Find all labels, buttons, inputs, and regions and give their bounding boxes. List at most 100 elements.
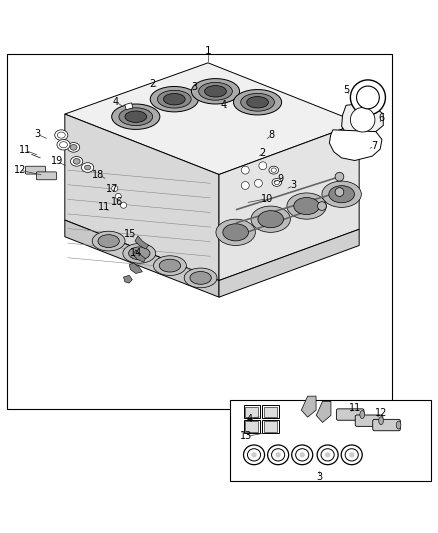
- Text: 18: 18: [92, 169, 105, 180]
- Circle shape: [120, 202, 127, 208]
- Bar: [244, 420, 260, 433]
- Ellipse shape: [300, 452, 305, 457]
- Text: 12: 12: [14, 165, 26, 175]
- FancyBboxPatch shape: [36, 172, 57, 180]
- Polygon shape: [316, 401, 331, 423]
- Ellipse shape: [240, 93, 274, 111]
- Text: 3: 3: [317, 472, 323, 482]
- Ellipse shape: [341, 445, 362, 465]
- Ellipse shape: [233, 90, 282, 115]
- Ellipse shape: [349, 452, 354, 457]
- Ellipse shape: [274, 180, 279, 184]
- Ellipse shape: [329, 185, 354, 203]
- Ellipse shape: [272, 179, 282, 187]
- Circle shape: [350, 80, 385, 115]
- Ellipse shape: [125, 111, 147, 123]
- Ellipse shape: [153, 256, 187, 276]
- Text: 4: 4: [113, 97, 119, 107]
- Ellipse shape: [199, 83, 232, 100]
- Bar: [245, 407, 258, 417]
- Ellipse shape: [247, 449, 261, 461]
- Ellipse shape: [379, 417, 383, 425]
- Ellipse shape: [190, 271, 211, 284]
- Ellipse shape: [296, 449, 309, 461]
- Ellipse shape: [276, 452, 281, 457]
- Polygon shape: [219, 229, 359, 297]
- Circle shape: [241, 182, 249, 189]
- Polygon shape: [133, 250, 145, 262]
- Ellipse shape: [73, 158, 80, 164]
- Bar: [230, 400, 431, 481]
- Text: 17: 17: [106, 183, 118, 193]
- Text: 14: 14: [130, 248, 142, 259]
- Ellipse shape: [55, 130, 68, 140]
- Text: 1: 1: [205, 45, 212, 55]
- Ellipse shape: [159, 259, 180, 272]
- Text: 7: 7: [371, 141, 378, 151]
- Text: 8: 8: [268, 130, 275, 140]
- Bar: [7, 54, 392, 409]
- Text: 2: 2: [149, 79, 155, 90]
- Bar: [245, 421, 258, 432]
- Bar: [264, 421, 277, 432]
- Ellipse shape: [184, 268, 217, 288]
- Text: 13: 13: [240, 431, 252, 441]
- Ellipse shape: [85, 165, 91, 170]
- Ellipse shape: [150, 86, 198, 112]
- Polygon shape: [65, 63, 359, 174]
- Ellipse shape: [70, 144, 77, 150]
- Text: 11: 11: [19, 146, 32, 156]
- Bar: [262, 420, 279, 433]
- Ellipse shape: [272, 449, 285, 461]
- Text: 2: 2: [260, 148, 266, 158]
- Text: 3: 3: [34, 129, 40, 139]
- Ellipse shape: [251, 452, 257, 457]
- Circle shape: [357, 86, 379, 109]
- FancyBboxPatch shape: [355, 415, 383, 426]
- Ellipse shape: [81, 163, 94, 172]
- Circle shape: [241, 166, 249, 174]
- FancyBboxPatch shape: [373, 419, 400, 431]
- Text: 15: 15: [124, 229, 137, 239]
- Circle shape: [335, 188, 344, 197]
- Circle shape: [350, 108, 375, 132]
- Ellipse shape: [216, 219, 255, 246]
- Ellipse shape: [57, 140, 70, 150]
- Ellipse shape: [268, 445, 289, 465]
- Text: 5: 5: [343, 85, 349, 95]
- Ellipse shape: [360, 410, 364, 418]
- Ellipse shape: [247, 96, 268, 108]
- Polygon shape: [135, 236, 149, 249]
- Polygon shape: [65, 220, 219, 297]
- Polygon shape: [342, 103, 383, 136]
- Text: 10: 10: [261, 193, 273, 204]
- Ellipse shape: [158, 90, 191, 108]
- Ellipse shape: [98, 235, 119, 247]
- Polygon shape: [124, 275, 132, 283]
- Ellipse shape: [269, 166, 279, 174]
- Ellipse shape: [123, 244, 156, 263]
- Ellipse shape: [292, 445, 313, 465]
- Circle shape: [254, 179, 262, 187]
- Polygon shape: [65, 114, 219, 280]
- Circle shape: [318, 201, 326, 211]
- Ellipse shape: [163, 93, 185, 105]
- Text: 11: 11: [98, 203, 110, 212]
- Text: 4: 4: [220, 100, 226, 110]
- Ellipse shape: [60, 142, 67, 148]
- Circle shape: [115, 193, 121, 199]
- Text: 12: 12: [375, 408, 387, 418]
- Ellipse shape: [271, 168, 276, 172]
- Ellipse shape: [57, 132, 65, 138]
- Circle shape: [335, 172, 344, 181]
- Ellipse shape: [396, 421, 401, 429]
- Bar: [262, 405, 279, 418]
- Text: 9: 9: [277, 174, 283, 184]
- Ellipse shape: [67, 142, 80, 152]
- Ellipse shape: [317, 445, 338, 465]
- Polygon shape: [129, 263, 142, 273]
- Polygon shape: [219, 123, 359, 280]
- Polygon shape: [329, 130, 382, 160]
- Ellipse shape: [287, 193, 326, 219]
- Ellipse shape: [325, 452, 330, 457]
